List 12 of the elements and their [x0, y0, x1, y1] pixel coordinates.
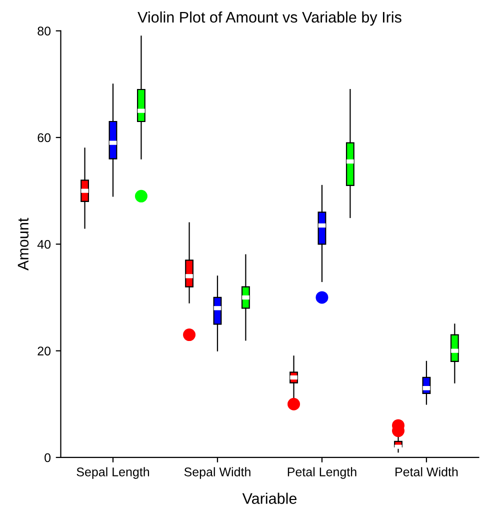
- y-axis-title: Amount: [18, 218, 29, 270]
- x-tick-label: Petal Width: [396, 467, 458, 476]
- x-tick-label: Petal Length: [288, 467, 356, 479]
- y-tick-label: 0: [44, 453, 51, 462]
- x-tick-label: Sepal Width: [184, 467, 250, 479]
- x-tick-label: Sepal Length: [76, 467, 150, 479]
- chart-title: Violin Plot of Amount vs Variable by Iris: [138, 11, 402, 26]
- y-tick-label: 60: [38, 133, 51, 142]
- x-axis-title: Variable: [242, 492, 297, 504]
- y-tick-label: 80: [38, 26, 51, 36]
- y-tick-label: 40: [37, 240, 51, 249]
- y-tick-label: 20: [38, 346, 51, 356]
